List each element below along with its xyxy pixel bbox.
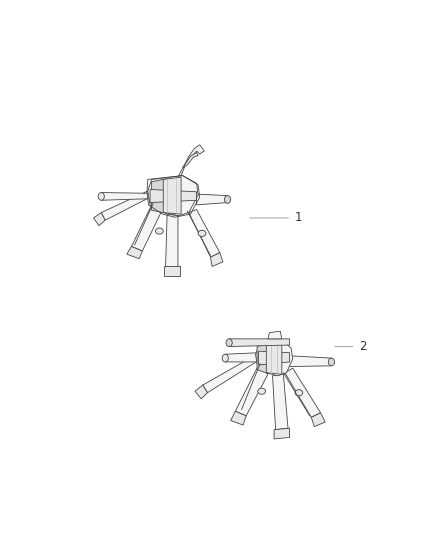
- Ellipse shape: [155, 228, 163, 234]
- Polygon shape: [311, 413, 325, 426]
- Polygon shape: [272, 374, 288, 430]
- Polygon shape: [101, 192, 150, 200]
- Polygon shape: [131, 205, 161, 251]
- Polygon shape: [285, 368, 321, 417]
- Ellipse shape: [328, 358, 335, 366]
- Polygon shape: [127, 246, 142, 259]
- Polygon shape: [195, 385, 208, 399]
- Polygon shape: [231, 411, 246, 425]
- Ellipse shape: [258, 388, 265, 394]
- Polygon shape: [150, 189, 197, 203]
- Polygon shape: [225, 353, 258, 362]
- Polygon shape: [93, 213, 105, 225]
- Polygon shape: [189, 209, 220, 257]
- Polygon shape: [235, 365, 268, 416]
- Text: 1: 1: [295, 212, 303, 224]
- Polygon shape: [203, 354, 258, 393]
- Ellipse shape: [98, 192, 104, 200]
- Polygon shape: [179, 145, 204, 175]
- Polygon shape: [255, 341, 293, 376]
- Polygon shape: [266, 342, 282, 374]
- Text: 2: 2: [359, 340, 367, 353]
- Polygon shape: [290, 356, 332, 367]
- Polygon shape: [211, 253, 223, 266]
- Polygon shape: [183, 152, 198, 168]
- Polygon shape: [148, 175, 198, 216]
- Polygon shape: [229, 339, 290, 346]
- Polygon shape: [197, 194, 228, 205]
- Polygon shape: [257, 343, 268, 374]
- Ellipse shape: [222, 354, 228, 362]
- Polygon shape: [268, 331, 282, 339]
- Polygon shape: [166, 214, 178, 268]
- Polygon shape: [258, 351, 290, 365]
- Ellipse shape: [226, 339, 232, 346]
- Ellipse shape: [295, 390, 303, 396]
- Polygon shape: [152, 179, 167, 213]
- Polygon shape: [274, 428, 290, 439]
- Ellipse shape: [198, 230, 206, 237]
- Polygon shape: [101, 191, 150, 220]
- Polygon shape: [163, 177, 181, 214]
- Ellipse shape: [224, 196, 231, 203]
- Polygon shape: [164, 266, 180, 276]
